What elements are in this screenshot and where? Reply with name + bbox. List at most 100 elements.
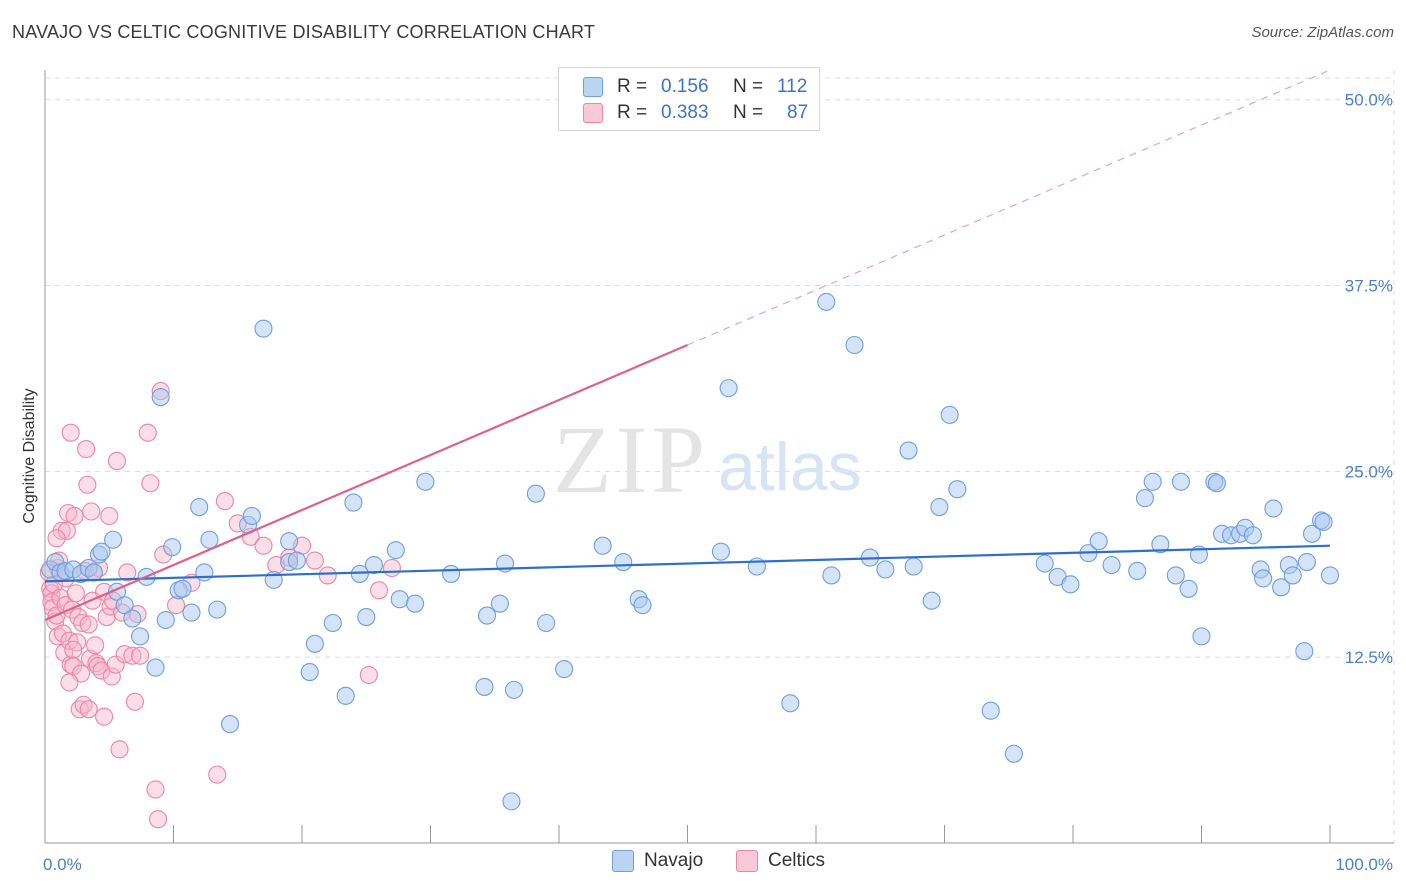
navajo-point bbox=[711, 542, 730, 561]
navajo-point bbox=[146, 658, 165, 677]
navajo-point bbox=[781, 694, 800, 713]
navajo-point bbox=[1320, 566, 1340, 585]
legend-swatch-navajo bbox=[583, 77, 603, 97]
navajo-point bbox=[254, 319, 273, 338]
legend-n-label: N = bbox=[733, 76, 764, 97]
y-axis-label: Cognitive Disability bbox=[21, 388, 38, 523]
navajo-point bbox=[220, 715, 240, 734]
y-tick-label: 37.5% bbox=[1345, 277, 1393, 296]
celtics-point bbox=[305, 551, 324, 570]
legend-n-value: 87 bbox=[787, 102, 809, 123]
navajo-point bbox=[1207, 474, 1226, 493]
celtics-point bbox=[82, 502, 101, 521]
celtics-point bbox=[61, 423, 80, 442]
y-tick-labels: 12.5% 25.0% 37.5% 50.0% bbox=[1345, 91, 1393, 667]
bottom-legend-celtics: Celtics bbox=[736, 850, 825, 872]
celtics-point bbox=[102, 667, 121, 686]
navajo-point bbox=[163, 538, 182, 557]
navajo-point bbox=[1128, 561, 1147, 581]
navajo-point bbox=[1272, 578, 1291, 597]
navajo-point bbox=[593, 536, 612, 555]
bottom-legend-swatch-navajo bbox=[612, 850, 634, 872]
celtics-point bbox=[141, 474, 160, 493]
legend-row-navajo: R = 0.156 N = 112 bbox=[583, 74, 807, 100]
navajo-point bbox=[904, 557, 923, 576]
legend-swatch-celtics bbox=[583, 103, 603, 123]
navajo-point bbox=[719, 379, 738, 398]
celtics-point bbox=[65, 506, 84, 526]
navajo-point bbox=[195, 563, 214, 582]
navajo-point bbox=[115, 596, 134, 615]
navajo-point bbox=[406, 594, 425, 613]
navajo-point bbox=[614, 552, 633, 572]
navajo-points bbox=[41, 292, 1340, 811]
celtics-point bbox=[73, 613, 92, 633]
legend-r-label: R = bbox=[617, 102, 648, 123]
navajo-point bbox=[1151, 535, 1170, 554]
navajo-point bbox=[1192, 627, 1211, 646]
navajo-point bbox=[1061, 575, 1080, 594]
legend-r-value: 0.383 bbox=[661, 102, 709, 123]
source-label: Source: ZipAtlas.com bbox=[1251, 24, 1394, 41]
celtics-point bbox=[123, 646, 142, 665]
celtics-point bbox=[86, 636, 105, 655]
navajo-point bbox=[1004, 744, 1023, 763]
celtics-point bbox=[48, 627, 67, 646]
navajo-point bbox=[323, 613, 342, 633]
trend-lines bbox=[44, 69, 1331, 622]
navajo-point bbox=[817, 292, 836, 311]
celtics-point bbox=[318, 566, 337, 585]
navajo-point bbox=[442, 564, 461, 583]
navajo-point bbox=[336, 686, 355, 705]
navajo-point bbox=[981, 701, 1000, 720]
navajo-point bbox=[633, 596, 652, 615]
navajo-point bbox=[151, 387, 170, 407]
navajo-point bbox=[845, 335, 864, 355]
celtics-point bbox=[138, 423, 157, 442]
y-tick-label: 12.5% bbox=[1345, 648, 1393, 667]
navajo-point bbox=[537, 613, 556, 633]
navajo-point bbox=[92, 542, 111, 561]
navajo-point bbox=[190, 497, 209, 517]
navajo-point bbox=[502, 792, 521, 811]
navajo-point bbox=[390, 590, 409, 609]
bottom-legend: Navajo Celtics bbox=[0, 850, 1406, 878]
navajo-point bbox=[899, 441, 918, 460]
navajo-point bbox=[876, 560, 895, 579]
watermark-zip: ZIP bbox=[553, 406, 709, 513]
celtics-point bbox=[57, 521, 76, 540]
navajo-point bbox=[280, 532, 299, 551]
navajo-point bbox=[1254, 569, 1273, 588]
bottom-legend-label-navajo: Navajo bbox=[644, 850, 704, 871]
bottom-legend-navajo: Navajo bbox=[612, 850, 703, 872]
celtics-point bbox=[106, 655, 125, 674]
legend-row-celtics: R = 0.383 N = 87 bbox=[583, 100, 808, 126]
celtics-point bbox=[47, 529, 66, 548]
celtics-point bbox=[382, 558, 402, 578]
celtics-point bbox=[149, 810, 168, 829]
navajo-point bbox=[1171, 472, 1190, 491]
y-tick-label: 50.0% bbox=[1345, 91, 1393, 110]
navajo-point bbox=[300, 662, 319, 682]
axes bbox=[44, 70, 1394, 844]
watermark-atlas: atlas bbox=[718, 429, 862, 505]
celtics-point bbox=[107, 451, 127, 471]
navajo-point bbox=[475, 677, 494, 696]
navajo-point bbox=[386, 541, 405, 560]
chart-title: NAVAJO VS CELTIC COGNITIVE DISABILITY CO… bbox=[12, 22, 596, 42]
navajo-point bbox=[131, 627, 150, 646]
celtics-point bbox=[79, 615, 98, 634]
navajo-point bbox=[1089, 532, 1108, 551]
navajo-point bbox=[1314, 512, 1333, 531]
navajo-point bbox=[1143, 472, 1162, 491]
bottom-legend-swatch-celtics bbox=[736, 850, 758, 872]
celtics-point bbox=[53, 624, 73, 643]
navajo-point bbox=[490, 594, 509, 613]
celtics-point bbox=[79, 700, 98, 719]
navajo-point bbox=[930, 497, 949, 517]
navajo-point bbox=[822, 566, 841, 585]
navajo-trend-line bbox=[44, 544, 1331, 583]
celtics-point bbox=[95, 707, 114, 726]
navajo-point bbox=[305, 634, 324, 653]
